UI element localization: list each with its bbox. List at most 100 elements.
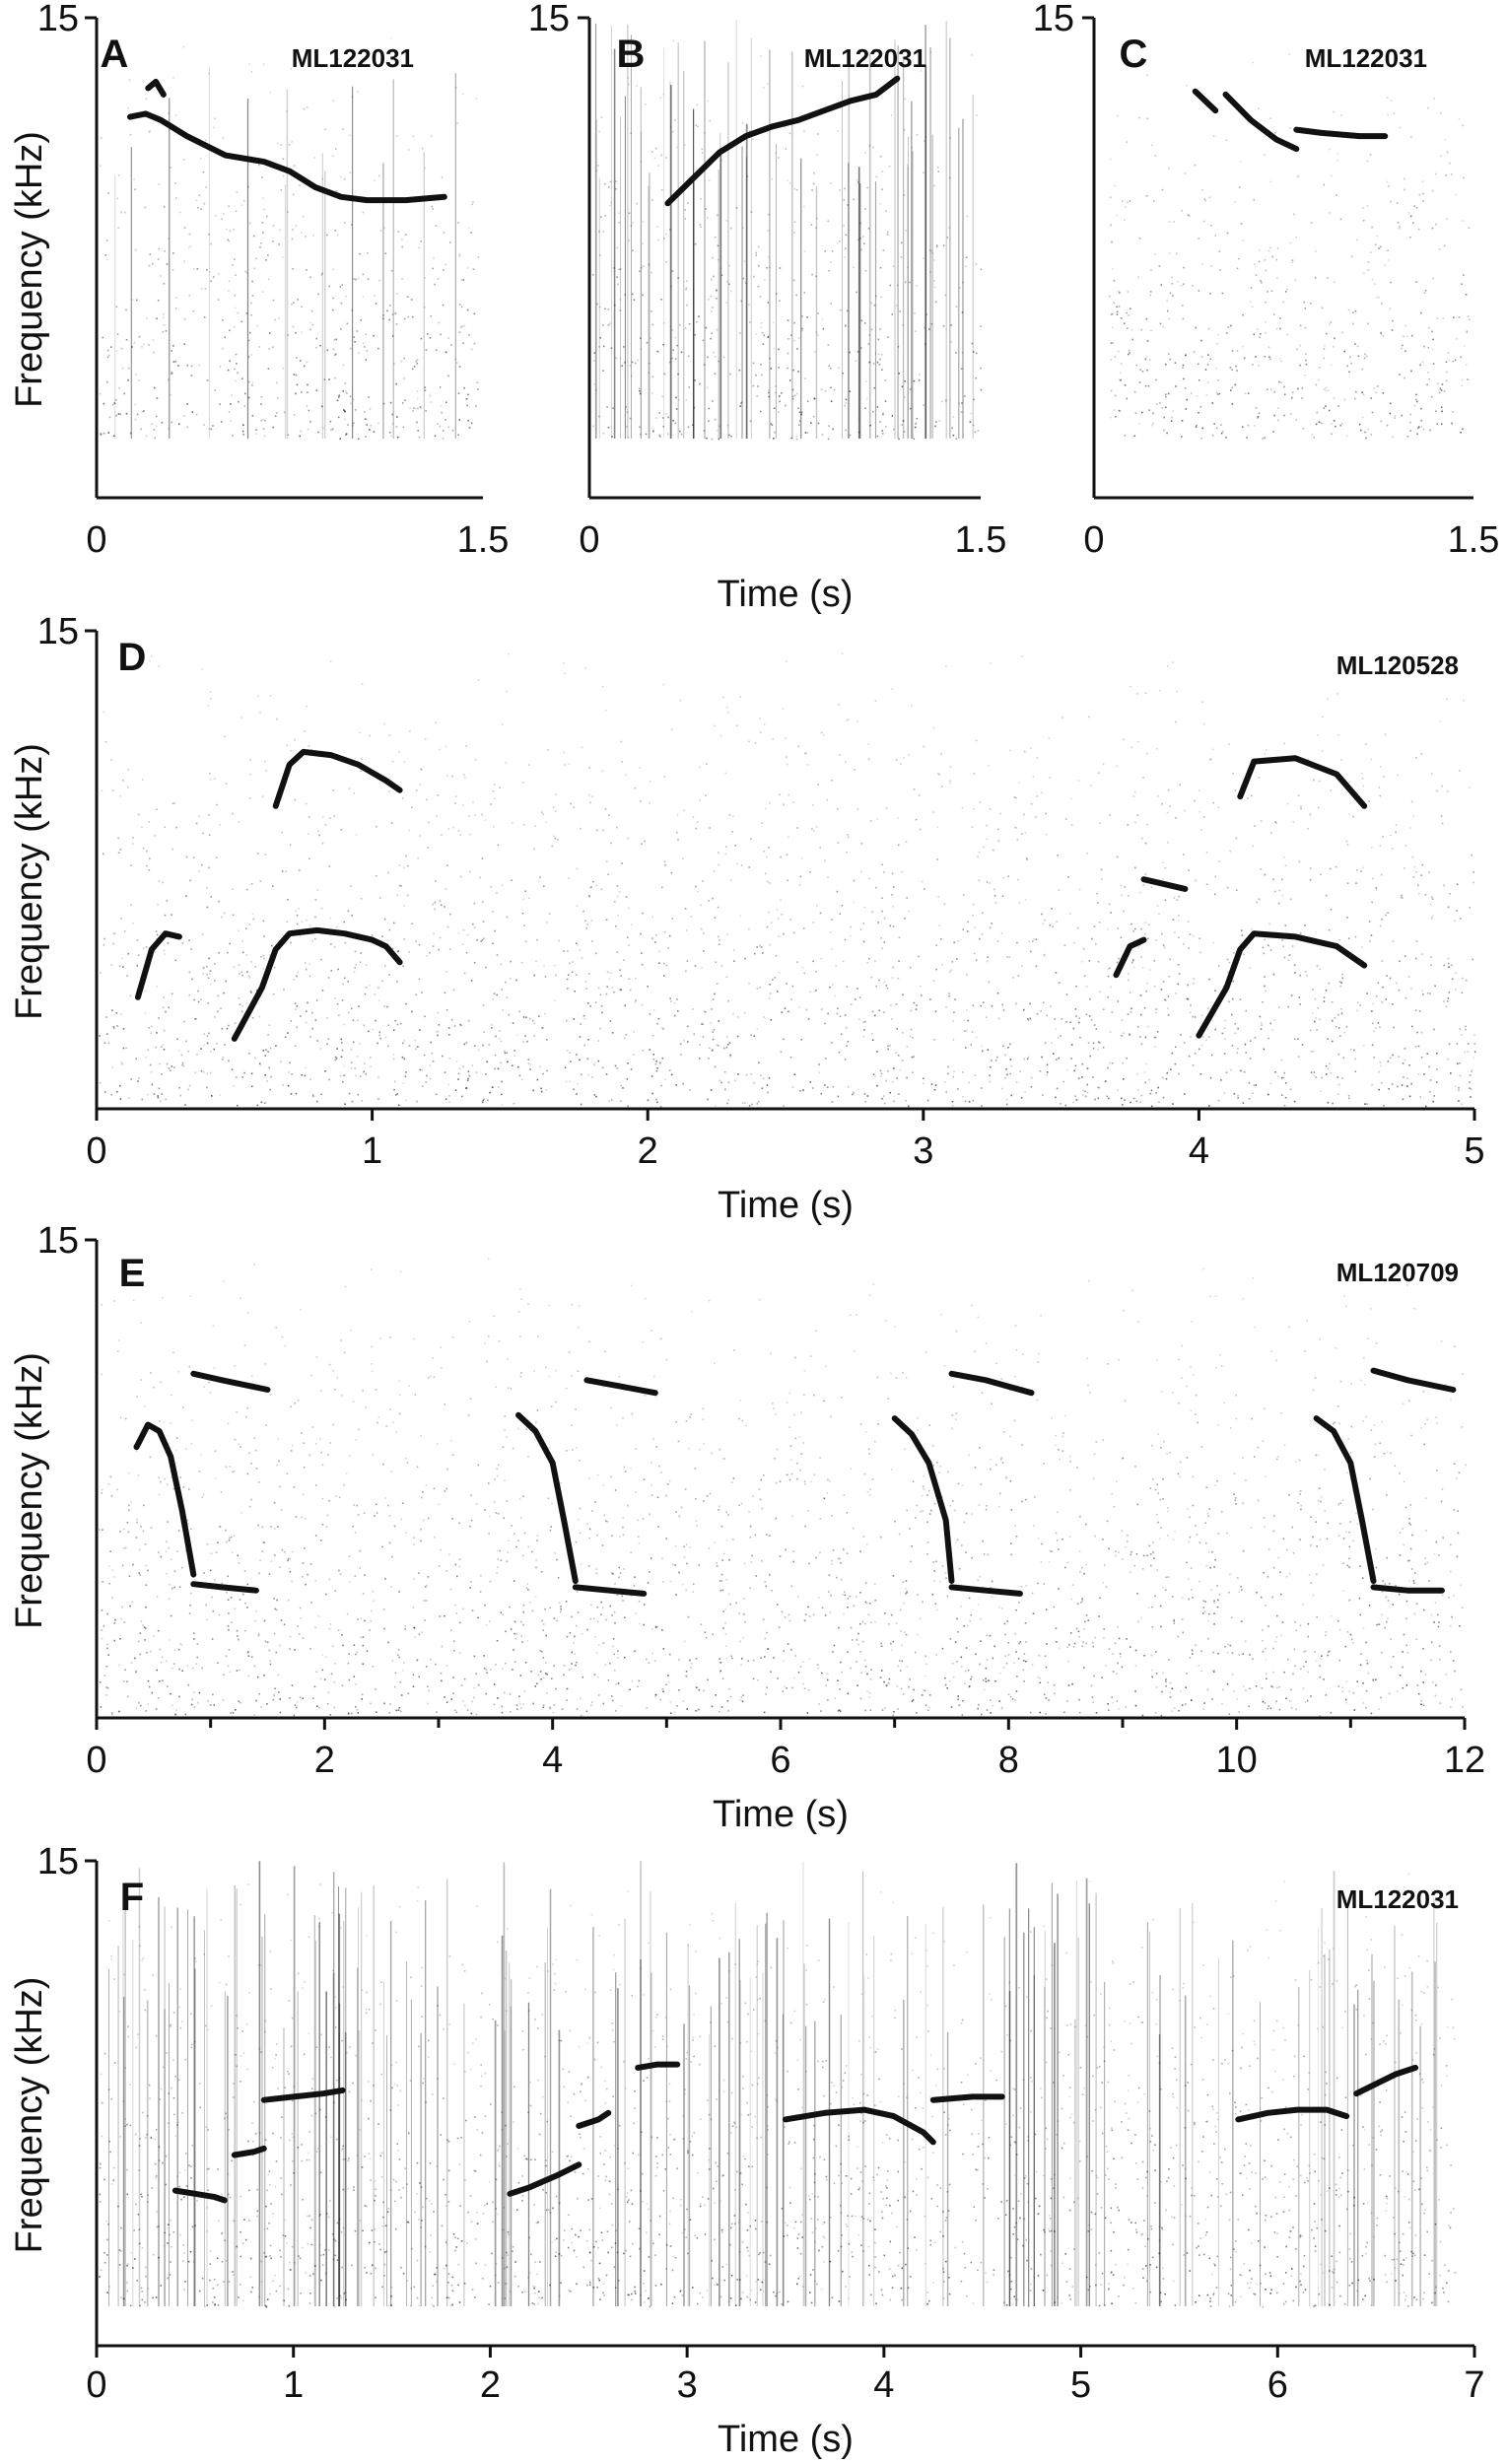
x-tick-label: 0 [1083, 519, 1104, 561]
call-trace-2 [231, 2145, 267, 2158]
y-tick-label: 15 [37, 1841, 79, 1882]
call-traces [134, 748, 1368, 1042]
recording-id: ML120709 [1336, 1258, 1459, 1287]
recording-id: ML122031 [804, 43, 926, 73]
call-trace-3 [190, 1370, 271, 1393]
call-trace-3 [272, 748, 403, 809]
x-tick-label: 2 [314, 1740, 335, 1781]
x-tick-label: 1.5 [1448, 519, 1500, 561]
call-trace-6 [1196, 930, 1368, 1039]
x-tick-label: 5 [1464, 1130, 1484, 1172]
call-trace-10 [1313, 1415, 1377, 1584]
call-traces [133, 1367, 1457, 1597]
panel-letter: F [120, 1876, 144, 1919]
spectrogram-noise [1109, 53, 1471, 440]
x-tick-label: 4 [1189, 1130, 1209, 1172]
call-trace-6 [583, 1377, 658, 1397]
spectrogram-noise [99, 1873, 1457, 2308]
call-trace-8 [929, 2093, 1005, 2103]
call-traces [664, 75, 901, 207]
y-tick-label: 15 [1033, 0, 1074, 39]
call-trace-4 [1113, 936, 1147, 979]
y-axis-title: Frequency (kHz) [9, 1352, 50, 1629]
call-trace-2 [190, 1581, 259, 1594]
call-trace-5 [576, 2109, 612, 2129]
call-trace-10 [1353, 2064, 1419, 2097]
x-tick-label: 3 [677, 2364, 698, 2406]
call-trace-2 [1222, 91, 1300, 153]
panel-letter: A [101, 33, 129, 76]
spectrogram-noise [99, 652, 1476, 1108]
x-tick-label: 6 [770, 1740, 790, 1781]
panel-e: 15 0 2 4 6 8 10 12 E ML120709 Frequency (kHz) Time … [9, 1220, 1485, 1835]
recording-id: ML122031 [1305, 43, 1427, 73]
recording-id: ML122031 [1336, 1884, 1459, 1914]
call-trace-8 [948, 1584, 1023, 1597]
x-tick-label: 1.5 [457, 519, 510, 561]
y-tick-label: 15 [37, 1220, 79, 1262]
panel-letter: C [1120, 33, 1148, 76]
x-tick-label: 8 [998, 1740, 1019, 1781]
x-tick-label: 4 [873, 2364, 894, 2406]
y-axis-title: Frequency (kHz) [9, 743, 50, 1020]
panel-b: 15 0 1.5 B ML122031 Time (s) [528, 0, 1007, 615]
x-tick-label: 10 [1216, 1740, 1258, 1781]
call-trace-7 [891, 1415, 955, 1584]
call-trace-1 [171, 2187, 228, 2204]
panel-letter: B [617, 33, 646, 76]
call-trace-1 [127, 110, 447, 204]
panel-d: 15 0 1 2 3 4 5 D ML120528 Frequency (kHz) Time (s) [9, 611, 1485, 1226]
y-axis-title: Frequency (kHz) [9, 1977, 50, 2254]
call-traces [127, 78, 447, 204]
call-trace-3 [1293, 126, 1389, 140]
call-trace-1 [664, 75, 901, 207]
x-tick-label: 2 [638, 1130, 658, 1172]
call-trace-9 [948, 1370, 1035, 1397]
panel-letter: E [119, 1252, 146, 1295]
broadband-streaks [108, 1861, 1438, 2306]
x-tick-label: 1 [283, 2364, 304, 2406]
x-tick-label: 3 [913, 1130, 933, 1172]
call-trace-2 [231, 926, 403, 1042]
spectrogram-noise [99, 36, 480, 441]
call-trace-11 [1370, 1584, 1445, 1594]
y-tick-label: 15 [37, 611, 79, 652]
x-axis-title: Time (s) [718, 2419, 854, 2460]
call-trace-1 [134, 930, 182, 1000]
call-trace-4 [515, 1411, 579, 1584]
call-traces [1192, 88, 1389, 153]
call-trace-6 [635, 2061, 681, 2071]
x-tick-label: 1.5 [955, 519, 1007, 561]
x-tick-label: 0 [86, 1740, 106, 1781]
call-trace-1 [1192, 88, 1219, 114]
panel-letter: D [118, 636, 147, 679]
x-axis-title: Time (s) [713, 1794, 849, 1835]
y-tick-label: 15 [37, 0, 79, 39]
broadband-streaks [594, 20, 975, 439]
x-tick-label: 1 [362, 1130, 382, 1172]
y-axis-title: Frequency (kHz) [9, 131, 50, 408]
call-trace-7 [1237, 755, 1368, 809]
x-tick-label: 0 [579, 519, 599, 561]
x-tick-label: 2 [480, 2364, 501, 2406]
x-axis-title: Time (s) [718, 574, 854, 615]
recording-id: ML122031 [292, 43, 414, 73]
panel-f: 15 0 1 2 3 4 5 6 7 F ML122031 Frequency (kHz) Time (… [9, 1841, 1485, 2460]
x-tick-label: 12 [1444, 1740, 1485, 1781]
spectrogram-noise [592, 39, 983, 441]
call-trace-7 [783, 2106, 936, 2146]
y-tick-label: 15 [528, 0, 570, 39]
panel-a: 15 0 1.5 A ML122031 Frequency (kHz) [9, 0, 509, 561]
recording-id: ML120528 [1336, 650, 1459, 680]
x-tick-label: 5 [1070, 2364, 1091, 2406]
panel-c: 15 0 1.5 C ML122031 [1033, 0, 1500, 561]
broadband-streaks [114, 66, 456, 439]
x-tick-label: 0 [86, 2364, 106, 2406]
call-trace-5 [572, 1584, 648, 1597]
x-axis-title: Time (s) [718, 1185, 854, 1226]
call-trace-3 [260, 2087, 346, 2103]
x-tick-label: 0 [86, 1130, 106, 1172]
x-tick-label: 7 [1464, 2364, 1484, 2406]
call-trace-5 [1140, 876, 1189, 892]
